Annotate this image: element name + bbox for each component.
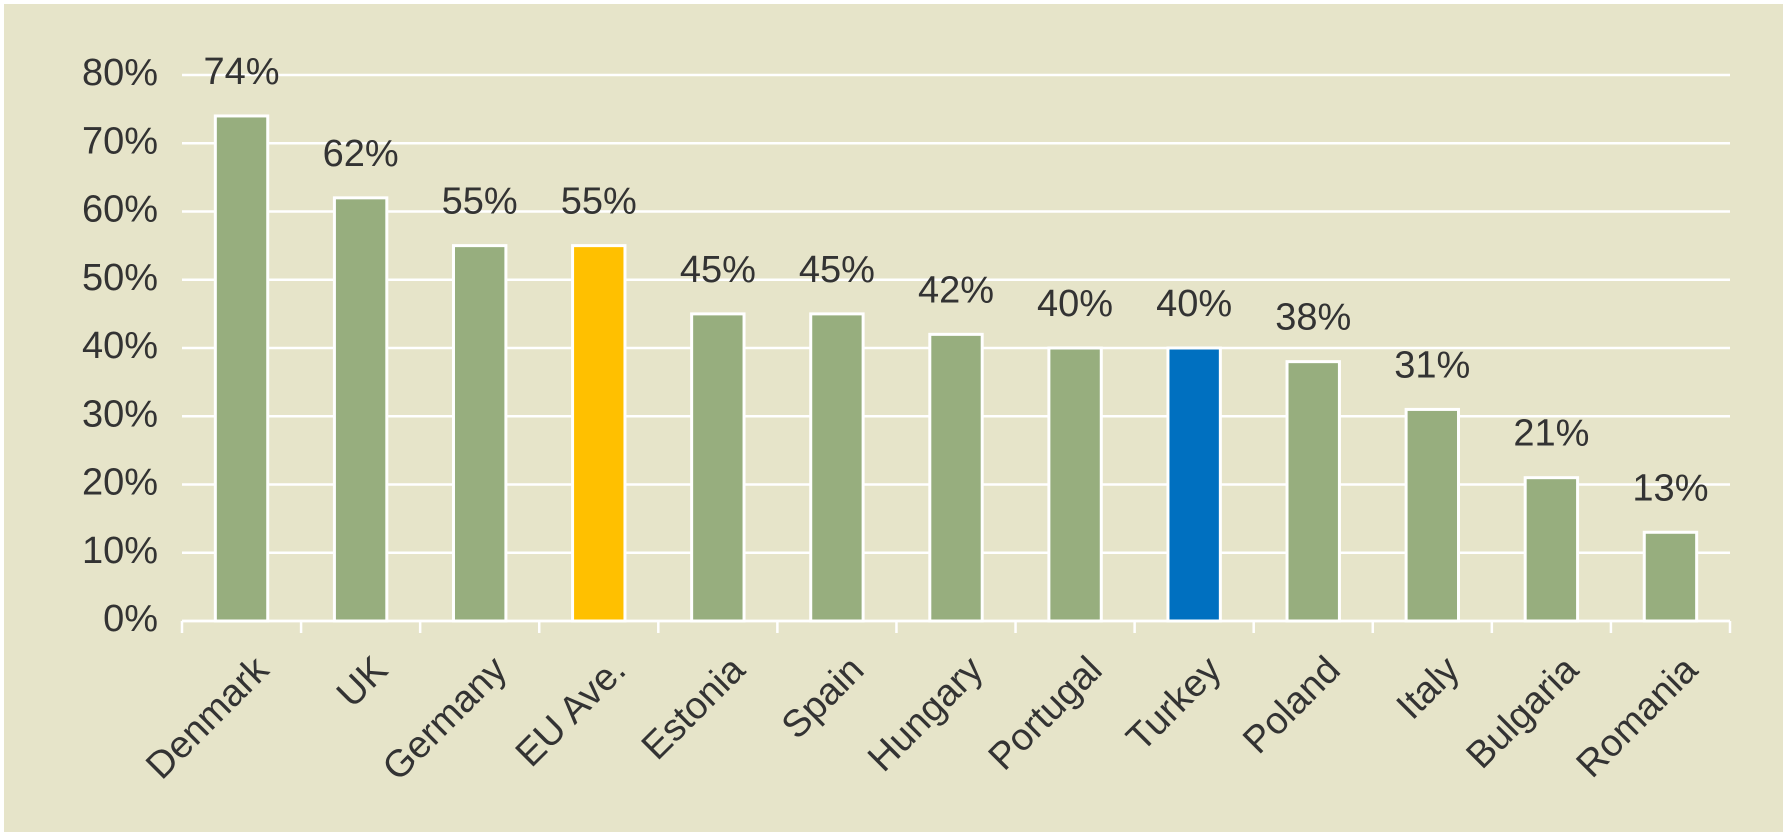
data-label: 62% <box>323 133 399 175</box>
data-label: 42% <box>918 269 994 311</box>
bar <box>928 332 984 623</box>
y-tick-label: 40% <box>82 325 158 367</box>
data-label: 45% <box>799 249 875 291</box>
y-tick-label: 10% <box>82 530 158 572</box>
bar <box>1642 530 1699 623</box>
y-tick-label: 80% <box>82 52 158 94</box>
bar <box>690 312 746 623</box>
data-label: 40% <box>1156 283 1232 325</box>
data-label: 31% <box>1394 344 1470 386</box>
y-tick-label: 30% <box>82 393 158 435</box>
data-label: 21% <box>1513 413 1589 455</box>
bar <box>1285 360 1341 623</box>
bar <box>1047 346 1103 623</box>
bar <box>1404 407 1461 623</box>
data-label: 45% <box>680 249 756 291</box>
bar <box>1166 346 1222 623</box>
y-tick-label: 70% <box>82 120 158 162</box>
data-label: 38% <box>1275 297 1351 339</box>
bar <box>809 312 865 623</box>
data-label: 55% <box>442 181 518 223</box>
bar <box>571 244 627 623</box>
bar <box>1523 476 1580 623</box>
y-tick-label: 60% <box>82 189 158 231</box>
data-label: 55% <box>561 181 637 223</box>
y-tick-label: 0% <box>103 598 158 640</box>
y-tick-label: 50% <box>82 257 158 299</box>
bar <box>451 244 508 623</box>
y-tick-label: 20% <box>82 462 158 504</box>
data-label: 74% <box>204 51 280 93</box>
data-label: 13% <box>1632 467 1708 509</box>
data-label: 40% <box>1037 283 1113 325</box>
bar <box>213 114 270 623</box>
bar <box>332 196 389 623</box>
